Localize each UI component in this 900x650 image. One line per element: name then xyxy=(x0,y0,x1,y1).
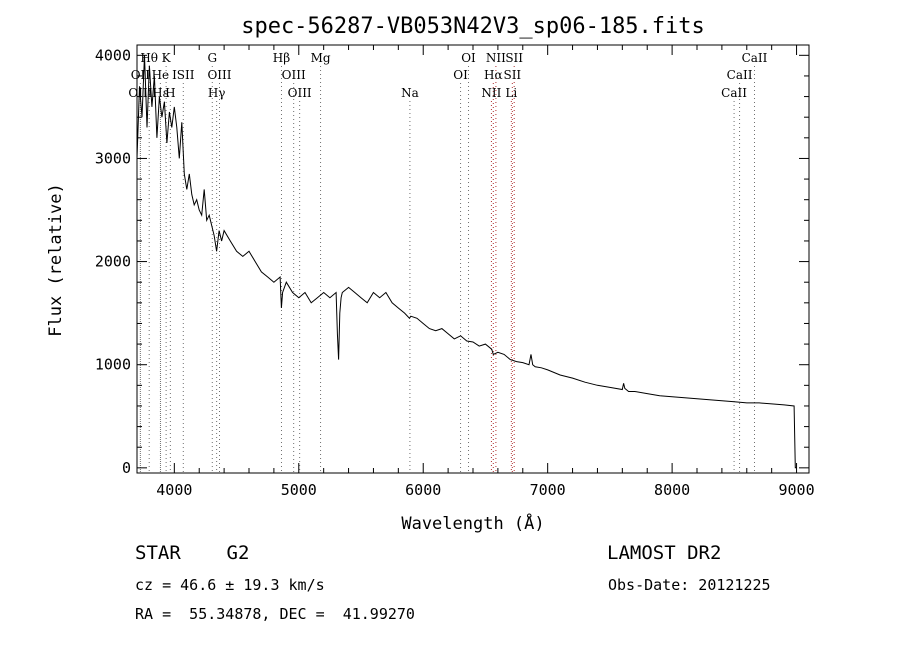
line-label-15: Hα xyxy=(484,68,503,82)
line-label-13: OIII xyxy=(282,68,306,82)
line-label-7: SII xyxy=(505,51,523,65)
line-label-12: OIII xyxy=(207,68,231,82)
series-line-flux xyxy=(136,55,797,469)
x-tick-label-5000: 5000 xyxy=(281,481,317,499)
line-label-19: Hε xyxy=(152,86,169,100)
line-label-22: OIII xyxy=(288,86,312,100)
line-label-23: Na xyxy=(401,86,419,100)
line-label-26: CaII xyxy=(721,86,747,100)
star-class: STAR G2 xyxy=(135,542,250,564)
line-label-3: Hβ xyxy=(273,51,290,65)
coordinates: RA = 55.34878, DEC = 41.99270 xyxy=(135,605,415,623)
x-axis-label: Wavelength (Å) xyxy=(401,512,544,534)
line-label-20: H xyxy=(165,86,175,100)
line-label-1: K xyxy=(162,51,172,65)
line-label-16: SII xyxy=(503,68,521,82)
spectral-line-markers xyxy=(139,66,755,473)
y-tick-label-3000: 3000 xyxy=(95,149,131,167)
line-label-24: NII xyxy=(481,86,501,100)
x-tick-label-4000: 4000 xyxy=(156,481,192,499)
line-label-9: OII xyxy=(131,68,151,82)
line-label-5: OI xyxy=(461,51,476,65)
y-axis-label: Flux (relative) xyxy=(46,183,66,337)
x-tick-label-9000: 9000 xyxy=(778,481,814,499)
line-label-2: G xyxy=(207,51,217,65)
line-label-10: He xyxy=(152,68,170,82)
line-label-8: CaII xyxy=(742,51,768,65)
y-tick-label-4000: 4000 xyxy=(95,46,131,64)
obs-date: Obs-Date: 20121225 xyxy=(608,576,771,594)
line-label-25: Li xyxy=(505,86,517,100)
y-tick-label-1000: 1000 xyxy=(95,356,131,374)
y-tick-label-2000: 2000 xyxy=(95,253,131,271)
line-label-17: CaII xyxy=(727,68,753,82)
line-label-6: NII xyxy=(486,51,506,65)
y-axis: 0 1000 2000 3000 4000 xyxy=(95,46,809,477)
line-label-11: ISII xyxy=(172,68,195,82)
y-tick-label-0: 0 xyxy=(122,459,131,477)
plot-frame xyxy=(136,44,810,474)
line-label-4: Mg xyxy=(311,51,331,65)
chart-title: spec-56287-VB053N42V3_sp06-185.fits xyxy=(241,14,705,39)
redshift-cz: cz = 46.6 ± 19.3 km/s xyxy=(135,576,325,594)
survey-name: LAMOST DR2 xyxy=(607,542,722,564)
x-axis: 4000 5000 6000 7000 8000 9000 xyxy=(156,45,815,499)
x-tick-label-7000: 7000 xyxy=(530,481,566,499)
x-tick-label-8000: 8000 xyxy=(654,481,690,499)
line-label-14: OI xyxy=(453,68,468,82)
x-tick-label-6000: 6000 xyxy=(405,481,441,499)
line-label-21: Hγ xyxy=(208,86,226,100)
line-label-0: Hθ xyxy=(140,51,158,65)
